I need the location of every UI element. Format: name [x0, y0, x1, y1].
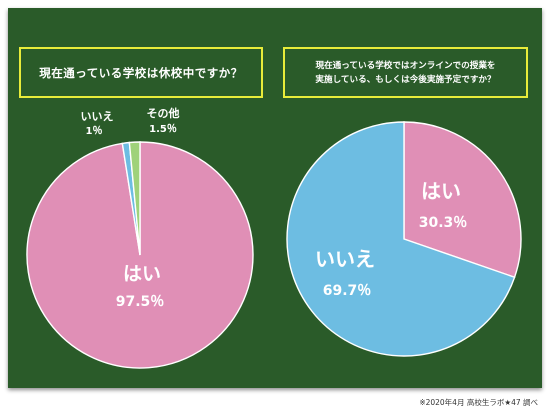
right-value-hai: 30.3％: [419, 215, 468, 231]
left-question-text: 現在通っている学校は休校中ですか？: [39, 65, 243, 80]
left-question-box: 現在通っている学校は休校中ですか？: [19, 47, 263, 98]
left-label-hai: はい: [123, 263, 161, 285]
left-pie-labels: はい 97.5％ いいえ 1％ その他 1.5％: [81, 106, 180, 310]
left-value-iie: 1％: [86, 125, 103, 137]
pie-slice-1: [286, 121, 516, 357]
pie-slice-0: [403, 121, 522, 279]
left-pie-chart: [26, 141, 254, 369]
left-label-other: その他: [147, 106, 180, 120]
right-pie-labels: はい 30.3％ いいえ 69.7％: [315, 179, 467, 299]
pie-slice-2: [128, 141, 141, 256]
left-label-iie: いいえ: [81, 110, 114, 123]
right-question-box: 現在通っている学校ではオンラインでの授業を 実施している、もしくは今後実施予定で…: [283, 47, 528, 98]
left-value-other: 1.5％: [149, 123, 177, 135]
right-question-line1: 現在通っている学校ではオンラインでの授業を: [315, 60, 496, 71]
right-label-iie: いいえ: [315, 247, 375, 271]
right-pie-chart: [286, 121, 522, 357]
right-value-iie: 69.7％: [323, 283, 372, 299]
right-label-hai: はい: [421, 179, 461, 203]
source-credit: ※2020年4月 高校生ラボ★47 調べ: [419, 398, 538, 407]
right-question-line2: 実施している、もしくは今後実施予定ですか？: [315, 74, 496, 85]
left-value-hai: 97.5％: [116, 294, 165, 310]
pie-slice-0: [26, 141, 254, 369]
